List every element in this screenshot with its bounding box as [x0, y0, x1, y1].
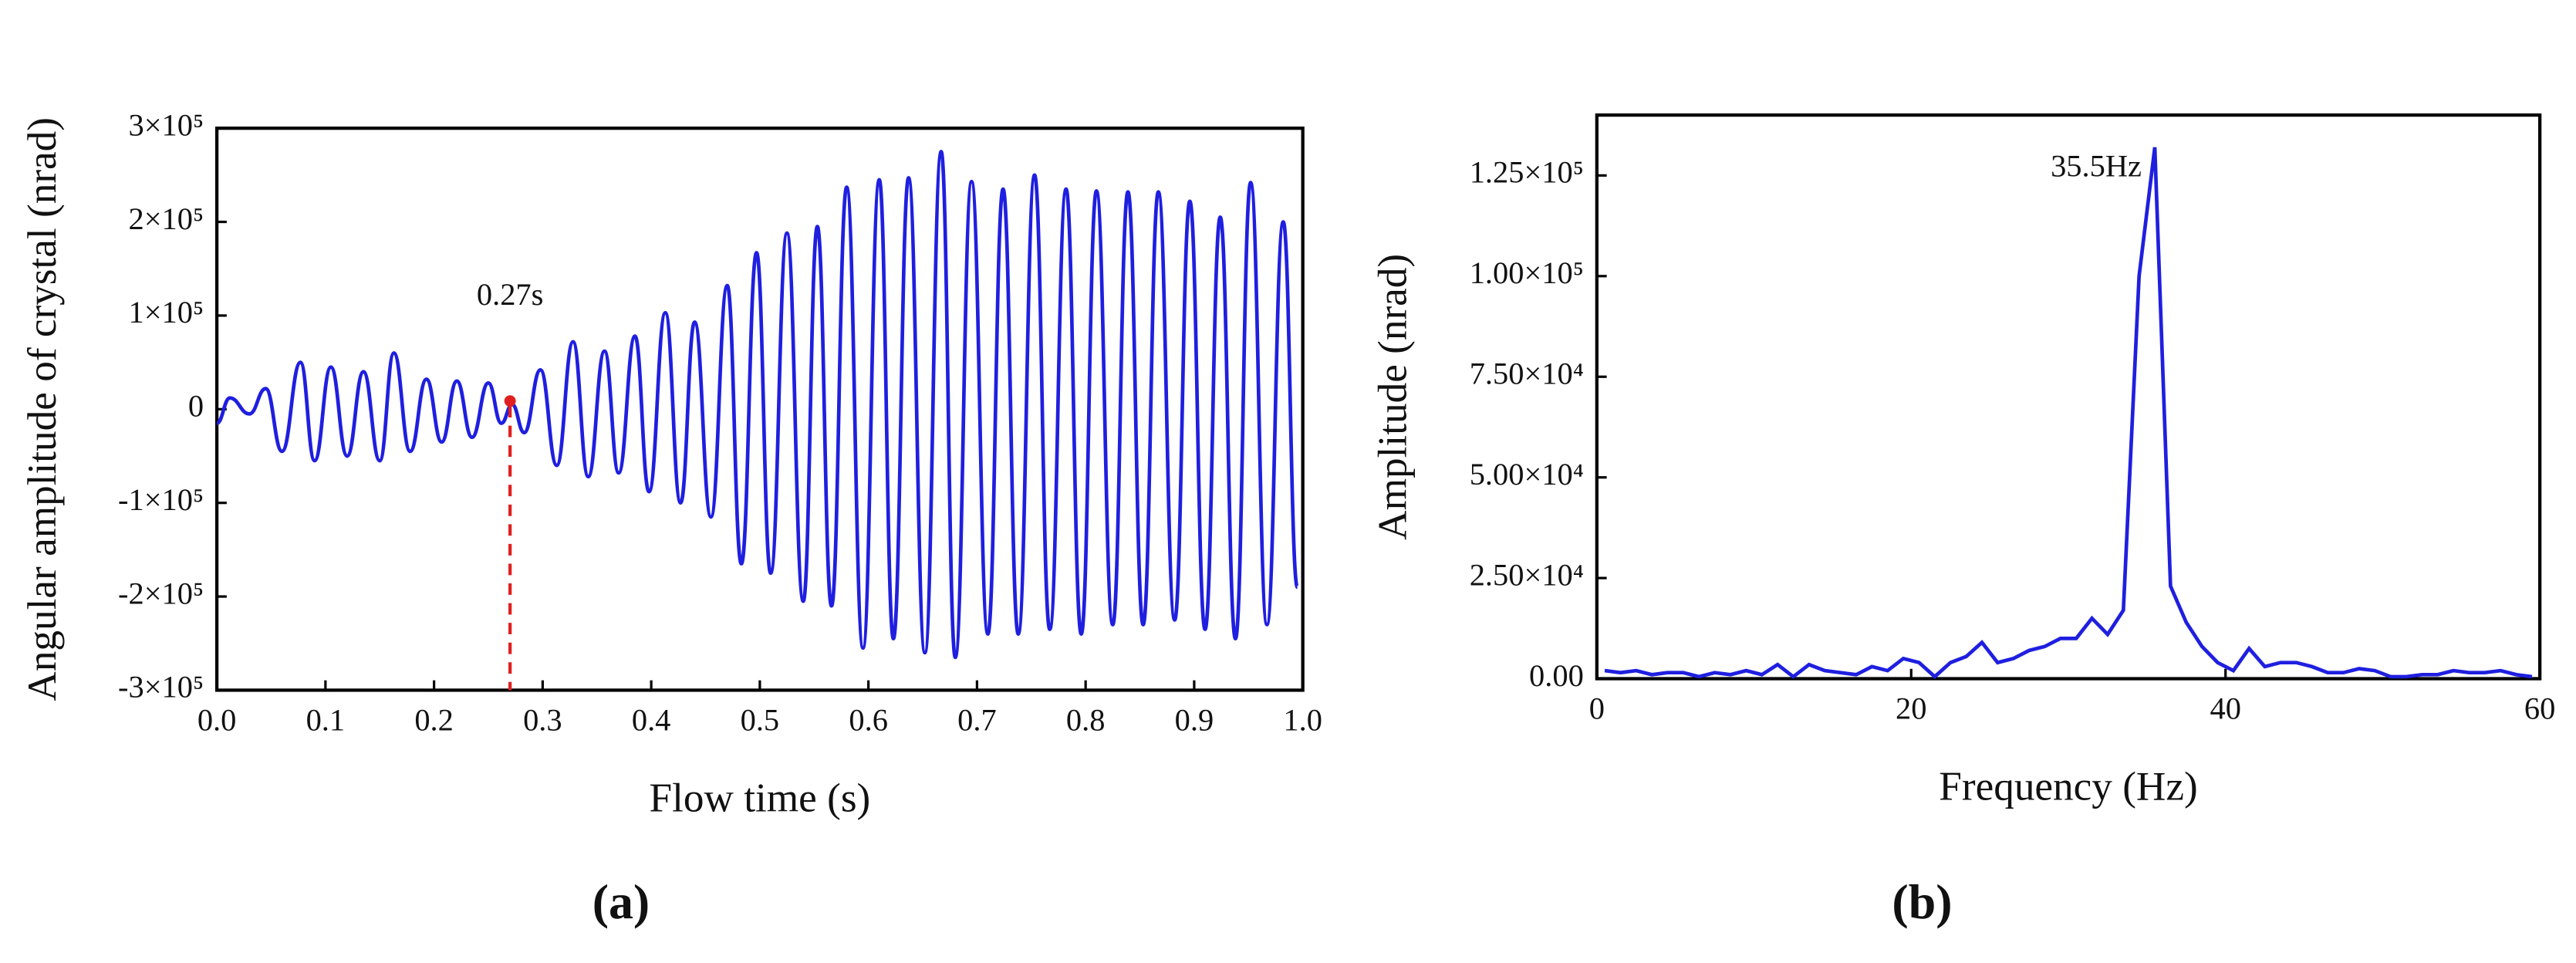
x-tick-label: 1.0	[1283, 702, 1322, 737]
y-tick-label: 1.25×10⁵	[1470, 155, 1584, 190]
x-axis-title: Frequency (Hz)	[1939, 764, 2197, 809]
x-tick-label: 0.7	[957, 702, 997, 737]
y-tick-label: 0	[188, 389, 204, 424]
x-tick-label: 0.2	[414, 702, 454, 737]
caption: (a)	[593, 874, 650, 929]
x-tick-label: 0.1	[306, 702, 346, 737]
y-axis-title: Angular amplitude of crystal (nrad)	[19, 117, 65, 701]
plot-frame	[1595, 113, 2542, 681]
marker-dot	[504, 395, 516, 407]
x-tick-label: 60	[2524, 691, 2555, 725]
y-tick-label: -1×10⁵	[118, 482, 204, 517]
y-tick-label: -3×10⁵	[118, 670, 204, 705]
x-tick-label: 20	[1896, 691, 1926, 725]
y-tick-label: 1×10⁵	[128, 295, 204, 329]
annotation: 35.5Hz	[2051, 149, 2142, 184]
annotation: 0.27s	[477, 277, 544, 312]
data-line	[1604, 147, 2533, 680]
y-tick-label: 5.00×10⁴	[1470, 457, 1584, 492]
data-line	[215, 150, 1299, 660]
y-tick-label: 0.00	[1529, 658, 1584, 693]
x-axis-title: Flow time (s)	[649, 775, 870, 820]
x-tick-label: 0.5	[741, 702, 780, 737]
y-tick-label: 2.50×10⁴	[1470, 557, 1584, 592]
x-tick-label: 0.0	[198, 702, 237, 737]
y-axis-title: Amplitude (nrad)	[1369, 254, 1415, 540]
y-tick-label: 1.00×10⁵	[1470, 255, 1584, 290]
x-tick-label: 40	[2210, 691, 2240, 725]
x-tick-label: 0	[1589, 691, 1605, 725]
y-tick-label: -2×10⁵	[118, 576, 204, 610]
y-tick-label: 7.50×10⁴	[1470, 356, 1584, 391]
x-tick-label: 0.6	[849, 702, 888, 737]
caption: (b)	[1892, 874, 1952, 929]
x-tick-label: 0.3	[523, 702, 562, 737]
x-tick-label: 0.9	[1175, 702, 1214, 737]
x-tick-label: 0.8	[1066, 702, 1106, 737]
x-tick-label: 0.4	[632, 702, 671, 737]
y-tick-label: 2×10⁵	[128, 201, 204, 236]
y-tick-label: 3×10⁵	[128, 107, 204, 142]
